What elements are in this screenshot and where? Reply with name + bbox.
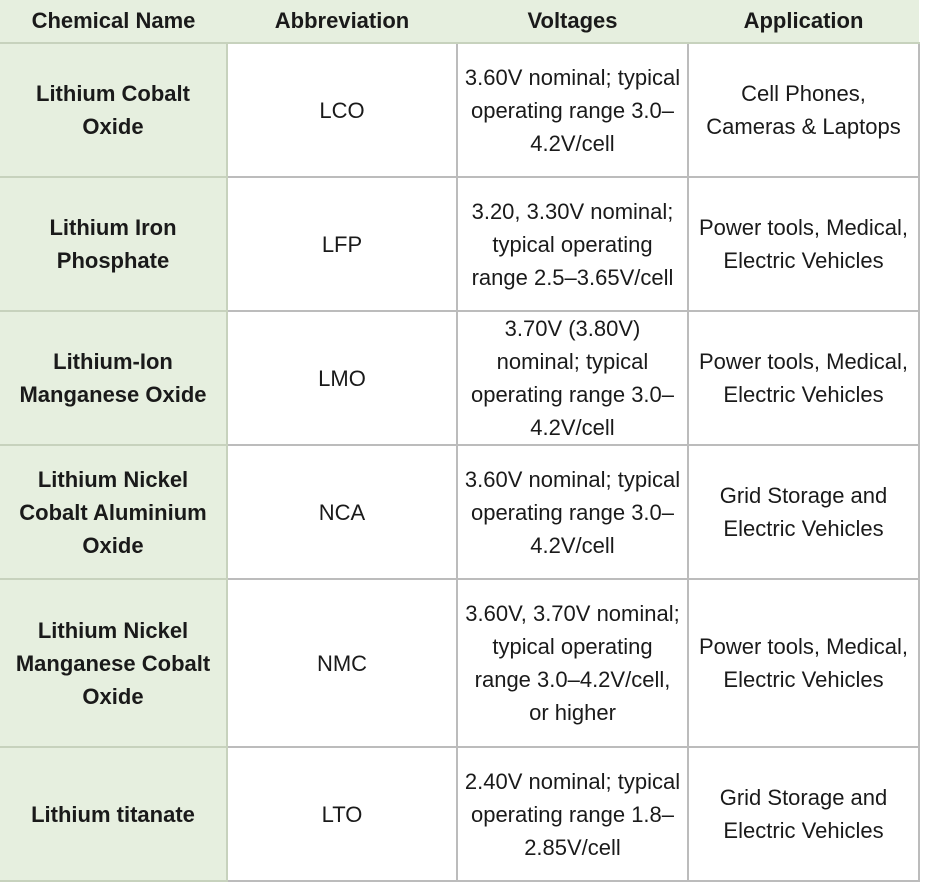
header-application: Application <box>688 0 919 44</box>
voltage-cell: 3.20, 3.30V nominal; typical operating r… <box>456 176 689 312</box>
table-body: Lithium Cobalt Oxide LCO 3.60V nominal; … <box>0 42 920 882</box>
table-header: Chemical Name Abbreviation Voltages Appl… <box>0 0 919 44</box>
chemical-name-cell: Lithium-Ion Manganese Oxide <box>0 310 228 446</box>
chemical-name-cell: Lithium Cobalt Oxide <box>0 42 228 178</box>
application-cell: Grid Storage and Electric Vehicles <box>687 746 920 882</box>
chemical-name-cell: Lithium Nickel Manganese Cobalt Oxide <box>0 578 228 748</box>
table-row: Lithium Cobalt Oxide LCO 3.60V nominal; … <box>0 42 920 178</box>
abbreviation-cell: LFP <box>226 176 458 312</box>
abbreviation-cell: LTO <box>226 746 458 882</box>
table-row: Lithium Iron Phosphate LFP 3.20, 3.30V n… <box>0 176 920 312</box>
application-cell: Power tools, Medical, Electric Vehicles <box>687 176 920 312</box>
voltage-cell: 3.70V (3.80V) nominal; typical operating… <box>456 310 689 446</box>
application-cell: Power tools, Medical, Electric Vehicles <box>687 578 920 748</box>
table-row: Lithium Nickel Manganese Cobalt Oxide NM… <box>0 578 920 748</box>
chemical-name-cell: Lithium Nickel Cobalt Aluminium Oxide <box>0 444 228 580</box>
application-cell: Grid Storage and Electric Vehicles <box>687 444 920 580</box>
abbreviation-cell: LMO <box>226 310 458 446</box>
application-cell: Cell Phones, Cameras & Laptops <box>687 42 920 178</box>
chemical-name-cell: Lithium titanate <box>0 746 228 882</box>
header-row: Chemical Name Abbreviation Voltages Appl… <box>0 0 919 44</box>
voltage-cell: 2.40V nominal; typical operating range 1… <box>456 746 689 882</box>
voltage-cell: 3.60V, 3.70V nominal; typical operating … <box>456 578 689 748</box>
voltage-cell: 3.60V nominal; typical operating range 3… <box>456 444 689 580</box>
abbreviation-cell: LCO <box>226 42 458 178</box>
chemical-name-cell: Lithium Iron Phosphate <box>0 176 228 312</box>
voltage-cell: 3.60V nominal; typical operating range 3… <box>456 42 689 178</box>
abbreviation-cell: NMC <box>226 578 458 748</box>
header-voltages: Voltages <box>457 0 688 44</box>
header-abbreviation: Abbreviation <box>227 0 457 44</box>
table-row: Lithium Nickel Cobalt Aluminium Oxide NC… <box>0 444 920 580</box>
table-row: Lithium titanate LTO 2.40V nominal; typi… <box>0 746 920 882</box>
application-cell: Power tools, Medical, Electric Vehicles <box>687 310 920 446</box>
header-chemical-name: Chemical Name <box>0 0 227 44</box>
abbreviation-cell: NCA <box>226 444 458 580</box>
table-row: Lithium-Ion Manganese Oxide LMO 3.70V (3… <box>0 310 920 446</box>
